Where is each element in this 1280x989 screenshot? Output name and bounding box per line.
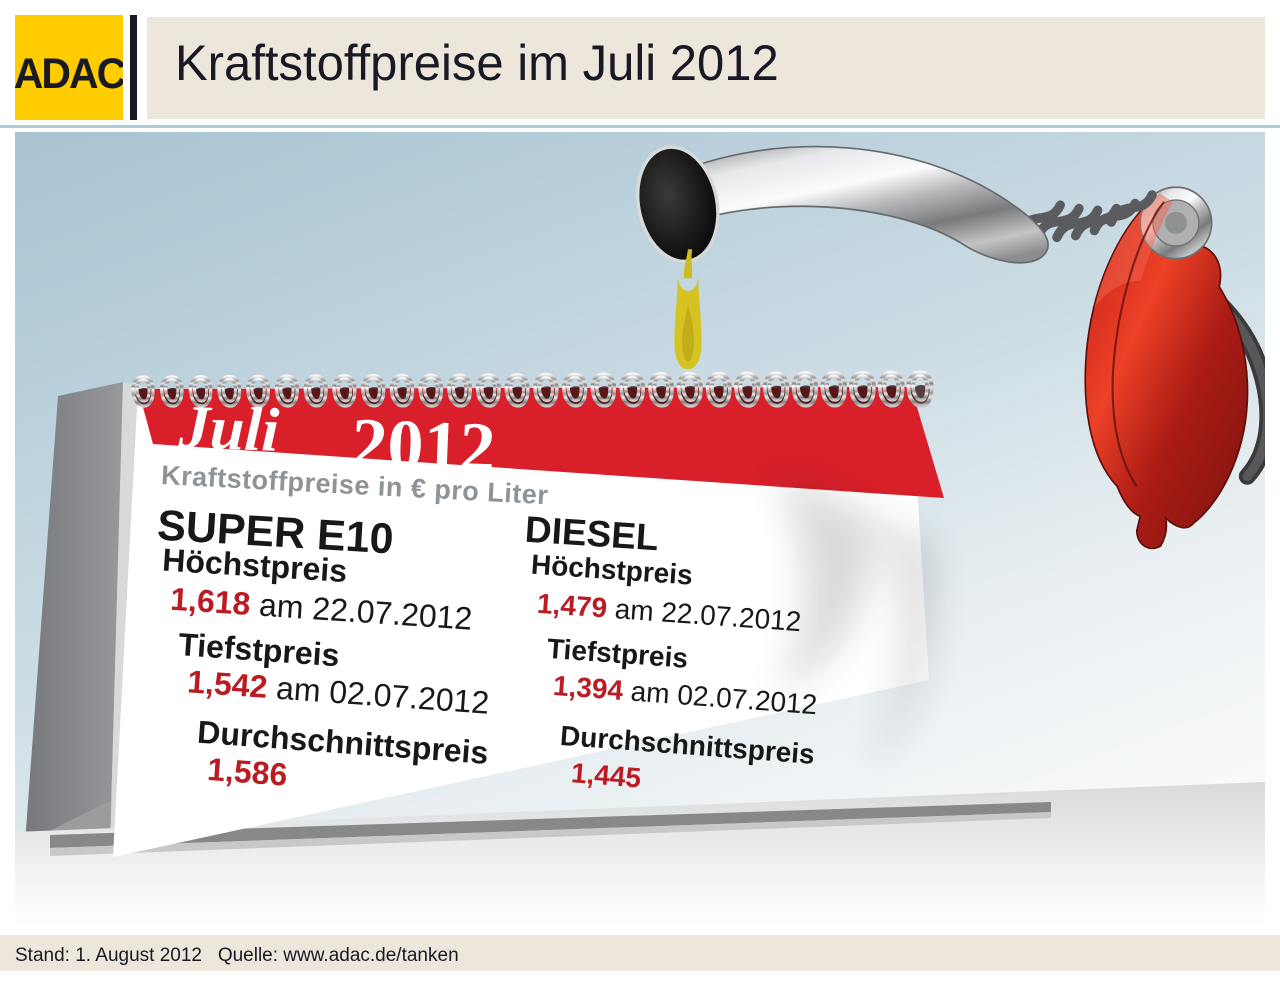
svg-text:ADAC: ADAC: [15, 49, 123, 97]
svg-text:1,586: 1,586: [206, 751, 289, 793]
svg-text:1,445: 1,445: [570, 757, 642, 793]
svg-text:Juli: Juli: [177, 393, 280, 465]
